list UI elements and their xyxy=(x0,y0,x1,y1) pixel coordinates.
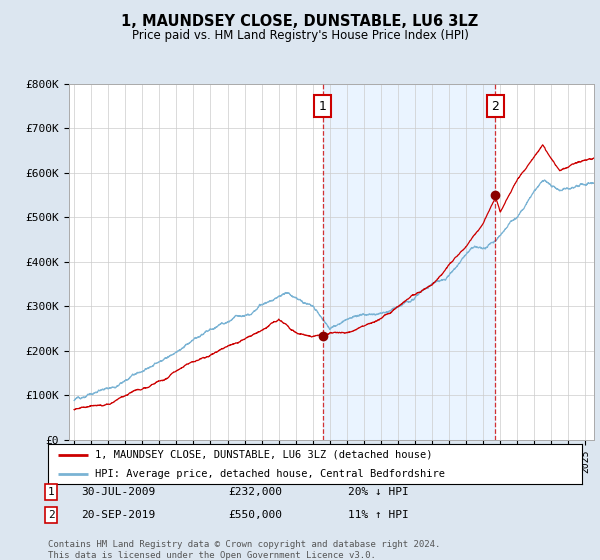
Bar xyxy=(323,84,496,440)
Text: £550,000: £550,000 xyxy=(228,510,282,520)
Text: 1, MAUNDSEY CLOSE, DUNSTABLE, LU6 3LZ (detached house): 1, MAUNDSEY CLOSE, DUNSTABLE, LU6 3LZ (d… xyxy=(95,450,433,460)
Text: £232,000: £232,000 xyxy=(228,487,282,497)
Text: 20-SEP-2019: 20-SEP-2019 xyxy=(81,510,155,520)
Text: HPI: Average price, detached house, Central Bedfordshire: HPI: Average price, detached house, Cent… xyxy=(95,469,445,478)
Text: 2: 2 xyxy=(47,510,55,520)
Text: 1: 1 xyxy=(319,100,326,113)
Text: Price paid vs. HM Land Registry's House Price Index (HPI): Price paid vs. HM Land Registry's House … xyxy=(131,29,469,42)
Text: 1: 1 xyxy=(47,487,55,497)
Text: 2: 2 xyxy=(491,100,499,113)
Text: Contains HM Land Registry data © Crown copyright and database right 2024.
This d: Contains HM Land Registry data © Crown c… xyxy=(48,540,440,560)
Text: 20% ↓ HPI: 20% ↓ HPI xyxy=(348,487,409,497)
Text: 1, MAUNDSEY CLOSE, DUNSTABLE, LU6 3LZ: 1, MAUNDSEY CLOSE, DUNSTABLE, LU6 3LZ xyxy=(121,14,479,29)
Text: 11% ↑ HPI: 11% ↑ HPI xyxy=(348,510,409,520)
Text: 30-JUL-2009: 30-JUL-2009 xyxy=(81,487,155,497)
